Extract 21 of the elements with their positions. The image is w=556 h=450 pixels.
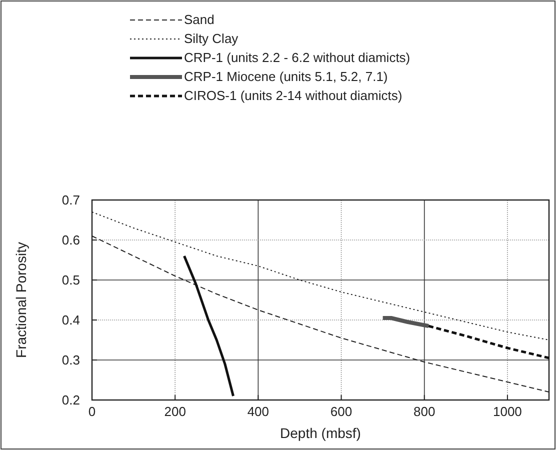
y-tick-label: 0.2	[62, 392, 80, 408]
y-tick-label: 0.6	[62, 232, 80, 248]
x-tick-label: 0	[88, 404, 96, 419]
y-axis-title: Fractional Porosity	[13, 242, 29, 358]
legend-label: Sand	[184, 12, 214, 27]
legend-label: CRP-1 Miocene (units 5.1, 5.2, 7.1)	[184, 69, 388, 84]
y-tick-label: 0.7	[62, 192, 80, 208]
y-tick-label: 0.5	[62, 272, 80, 288]
legend-label: CIROS-1 (units 2-14 without diamicts)	[184, 88, 402, 103]
x-tick-label: 600	[330, 404, 352, 419]
line-series	[182, 254, 235, 398]
x-tick-label: 800	[414, 404, 436, 419]
line-series	[427, 324, 550, 360]
y-tick-label: 0.4	[62, 312, 80, 328]
y-tick-label: 0.3	[62, 352, 80, 368]
legend-label: CRP-1 (units 2.2 - 6.2 without diamicts)	[184, 50, 410, 65]
x-axis-title: Depth (mbsf)	[280, 425, 361, 441]
x-tick-label: 1000	[492, 404, 522, 419]
x-tick-label: 200	[164, 404, 186, 419]
x-tick-label: 400	[247, 404, 270, 419]
legend-label: Silty Clay	[184, 31, 239, 46]
